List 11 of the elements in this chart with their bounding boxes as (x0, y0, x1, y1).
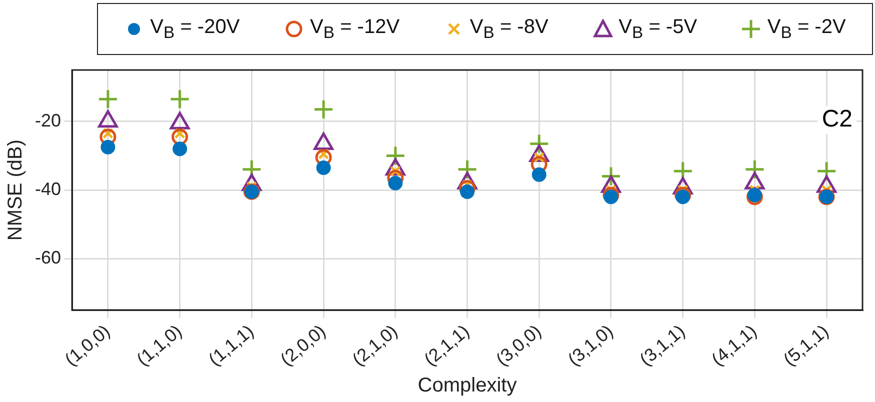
annotation: C2 (822, 106, 852, 133)
legend-label: V$_{B}$ = -8V (470, 16, 548, 42)
y-tick-label: -60 (35, 248, 62, 268)
legend-label: V$_{B}$ = -12V (310, 16, 400, 42)
y-tick-label: -20 (35, 110, 62, 130)
legend-label: V$_{B}$ = -2V (767, 16, 846, 42)
legend-label: V$_{B}$ = -5V (618, 16, 698, 42)
x-axis-title: Complexity (418, 374, 517, 397)
legend-label: V$_{B}$ = -20V (150, 16, 240, 42)
y-axis-title: NMSE (dB) (4, 139, 27, 241)
y-tick-label: -40 (35, 178, 62, 199)
